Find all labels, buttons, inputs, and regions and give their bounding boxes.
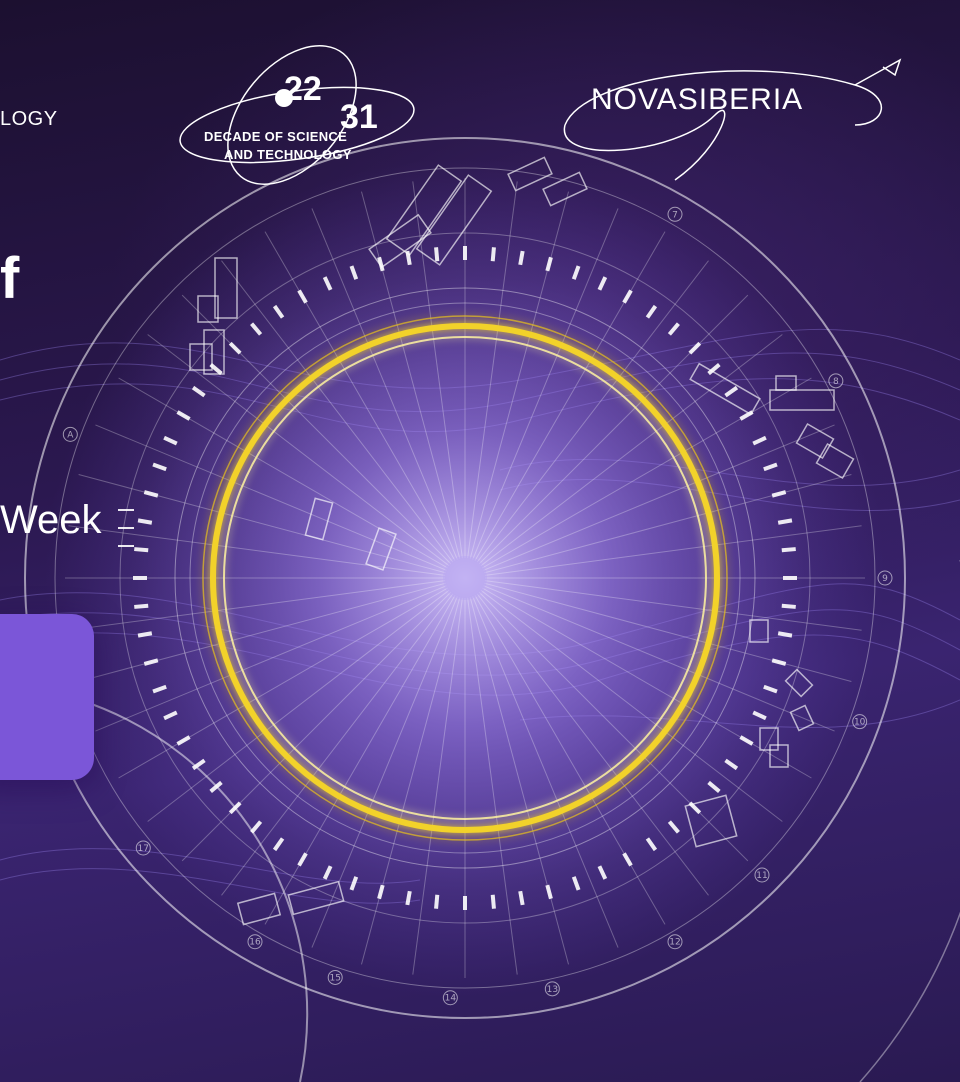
event-week-fragment: Week	[0, 500, 102, 540]
dial-marker-label: 16	[249, 938, 261, 948]
dial-marker-label: 17	[138, 844, 149, 854]
tick-mark	[493, 895, 494, 909]
tick-mark	[436, 895, 437, 909]
tick-mark	[778, 633, 792, 635]
tick-mark	[520, 251, 522, 265]
dial-marker-label: 12	[669, 938, 680, 948]
dial-marker-label: 7	[672, 210, 678, 220]
tick-mark	[407, 891, 409, 905]
tick-mark	[493, 247, 494, 261]
headline-fragment: f	[0, 250, 19, 308]
brand-name: NOVASIBERIA	[591, 85, 803, 115]
dial-marker-label: 15	[329, 973, 340, 983]
tick-mark	[138, 633, 152, 635]
decade-logo-rings	[172, 40, 422, 190]
tick-mark	[138, 520, 152, 522]
novasiberia-logo[interactable]: NOVASIBERIA	[555, 55, 915, 185]
tick-mark	[778, 520, 792, 522]
dial-marker-label: 9	[882, 574, 888, 584]
tick-mark	[782, 549, 796, 550]
dial-marker-label: A	[67, 430, 74, 440]
decade-of-science-logo: 22 31 DECADE OF SCIENCE AND TECHNOLOGY	[172, 40, 422, 190]
dial-marker-label: 8	[833, 377, 839, 387]
tick-mark	[134, 549, 148, 550]
dial-marker-label: 14	[445, 994, 457, 1004]
tick-mark	[782, 606, 796, 607]
cta-button[interactable]	[0, 614, 94, 780]
dial-marker-label: 10	[854, 718, 866, 728]
dial-marker-label: 13	[547, 985, 558, 995]
tick-mark	[134, 606, 148, 607]
novasiberia-logo-swoosh	[555, 55, 915, 185]
tick-mark	[436, 247, 437, 261]
tick-mark	[520, 891, 522, 905]
program-label-fragment: LOGY	[0, 108, 58, 131]
decade-start-year: 22	[284, 72, 322, 106]
decade-title-line1: DECADE OF SCIENCE	[204, 130, 347, 143]
dial-marker-label: 11	[756, 871, 767, 881]
decade-title-line2: AND TECHNOLOGY	[224, 148, 352, 161]
